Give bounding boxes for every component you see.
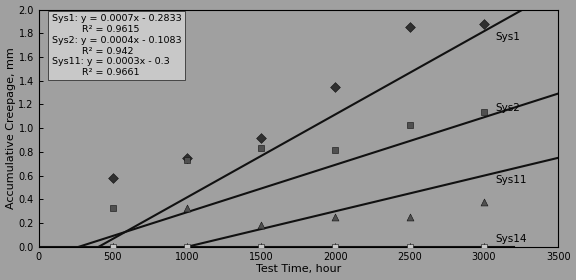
Point [479, 199, 488, 204]
Point [405, 244, 414, 249]
Point [108, 244, 118, 249]
Point [257, 244, 266, 249]
Point [183, 206, 192, 210]
Point [108, 206, 118, 210]
Text: Sys1: y = 0.0007x - 0.2833
          R² = 0.9615
Sys2: y = 0.0004x - 0.1083
    : Sys1: y = 0.0007x - 0.2833 R² = 0.9615 S… [52, 14, 181, 77]
Text: Sys1: Sys1 [496, 32, 521, 42]
Point [479, 109, 488, 114]
Point [108, 244, 118, 249]
Point [108, 176, 118, 180]
Point [183, 156, 192, 160]
Point [257, 223, 266, 228]
Point [405, 25, 414, 30]
Point [183, 244, 192, 249]
Point [405, 215, 414, 220]
Point [479, 22, 488, 26]
Point [183, 158, 192, 162]
Point [331, 244, 340, 249]
Text: Sys14: Sys14 [496, 234, 527, 244]
Point [331, 215, 340, 220]
Text: Sys11: Sys11 [496, 175, 527, 185]
Point [257, 146, 266, 151]
Point [331, 147, 340, 152]
Text: Sys2: Sys2 [496, 103, 521, 113]
Point [479, 244, 488, 249]
X-axis label: Test Time, hour: Test Time, hour [256, 264, 341, 274]
Point [405, 122, 414, 127]
Point [257, 136, 266, 140]
Point [331, 85, 340, 89]
Y-axis label: Accumulative Creepage, mm: Accumulative Creepage, mm [6, 47, 16, 209]
